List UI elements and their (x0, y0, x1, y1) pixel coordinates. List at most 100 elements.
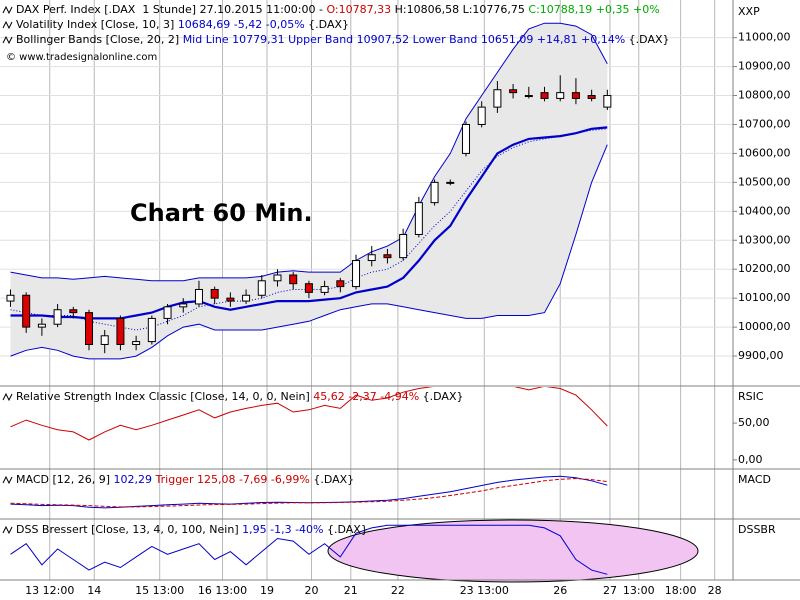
x-tick-label: 15 13:00 (135, 584, 184, 597)
x-tick-label: 26 (553, 584, 567, 597)
candle-body (320, 286, 329, 293)
candle-body (571, 92, 580, 99)
candle-body (100, 335, 109, 345)
x-tick-label: 13:00 (623, 584, 655, 597)
legend-line: Bollinger Bands [Close, 20, 2] Mid Line … (16, 33, 670, 46)
y-tick-label: 10500,00 (738, 175, 791, 188)
legend-text: {.DAX} (305, 18, 349, 31)
y-tick-label: 50,00 (738, 416, 770, 429)
candle-body (226, 297, 235, 302)
candle-body (587, 95, 596, 99)
legend-text: MACD [12, 26, 9] (16, 473, 114, 486)
x-tick-label: 18:00 (665, 584, 697, 597)
legend-text: Relative Strength Index Classic [Close, … (16, 390, 313, 403)
candle-body (132, 341, 141, 345)
y-tick-label: 10700,00 (738, 117, 791, 130)
candle-body (147, 317, 156, 343)
candle-body (69, 309, 78, 314)
y-tick-label: 9900,00 (738, 349, 784, 362)
axis-label: MACD (738, 473, 771, 486)
candle-body (556, 92, 565, 99)
legend-text: Mid Line 10779,31 Upper Band 10907,52 Lo… (183, 33, 626, 46)
legend-text: DSS Bressert [Close, 13, 4, 0, 100, Nein… (16, 523, 242, 536)
legend-line: MACD [12, 26, 9] 102,29 Trigger 125,08 -… (16, 473, 354, 486)
x-tick-label: 23 13:00 (460, 584, 509, 597)
candle-body (85, 312, 94, 345)
legend-text: {.DAX} (419, 390, 463, 403)
x-tick-label: 22 (391, 584, 405, 597)
y-tick-label: 10400,00 (738, 204, 791, 217)
candle-body (242, 294, 251, 302)
candle-body (304, 283, 313, 293)
y-tick-label: 10800,00 (738, 89, 791, 102)
axis-label: DSSBR (738, 523, 776, 536)
x-tick-label: 13 12:00 (25, 584, 74, 597)
legend-text: Trigger 125,08 -7,69 -6,99% (152, 473, 310, 486)
highlight-ellipse (327, 519, 699, 583)
legend-text: 1,95 -1,3 -40% (242, 523, 323, 536)
x-tick-label: 16 13:00 (198, 584, 247, 597)
copyright: © www.tradesignalonline.com (6, 52, 157, 63)
x-tick-label: 27 (603, 584, 617, 597)
candle-body (22, 294, 31, 328)
candle-body (414, 202, 423, 235)
frame (0, 0, 800, 581)
candle-body (446, 181, 455, 184)
legend-icon (2, 525, 13, 535)
x-tick-label: 14 (87, 584, 101, 597)
candle-body (430, 181, 439, 204)
candle-body (163, 306, 172, 319)
candle-body (461, 123, 470, 154)
y-tick-label: 11000,00 (738, 31, 791, 44)
candle-body (53, 309, 62, 325)
legend-icon (2, 392, 13, 402)
legend-text: {.DAX} (324, 523, 368, 536)
candle-body (383, 254, 392, 259)
candle-body (352, 260, 361, 288)
marks (6, 22, 612, 575)
y-tick-label: 0,00 (738, 453, 763, 466)
indicator-line (10, 387, 608, 441)
x-tick-label: 21 (344, 584, 358, 597)
candle-body (336, 280, 345, 288)
legend-icon (2, 20, 13, 30)
candle-body (524, 95, 533, 98)
y-tick-label: 10000,00 (738, 320, 791, 333)
candle-body (540, 92, 549, 99)
candle-body (399, 233, 408, 259)
legend-line: DAX Perf. Index [.DAX 1 Stunde] 27.10.20… (16, 3, 660, 16)
legend-line: Relative Strength Index Classic [Close, … (16, 390, 463, 403)
candle-body (257, 280, 266, 296)
indicator-line (10, 524, 608, 575)
candle-body (179, 303, 188, 308)
band-fill (10, 23, 608, 359)
legend-line: Volatility Index [Close, 10, 3] 10684,69… (16, 18, 349, 31)
indicator-line (10, 477, 608, 508)
candle-body (289, 274, 298, 285)
candle-body (367, 254, 376, 262)
x-tick-label: 20 (305, 584, 319, 597)
legend-text: 102,29 (114, 473, 153, 486)
y-tick-label: 10100,00 (738, 291, 791, 304)
annotation: Chart 60 Min. (130, 199, 313, 227)
candle-body (493, 89, 502, 108)
lower-band (10, 144, 608, 360)
candle-body (37, 323, 46, 328)
legend-text: H:10806,58 L:10776,75 (391, 3, 528, 16)
mid-line (10, 126, 608, 320)
legend-icon (2, 35, 13, 45)
labels: 13 12:00 14 15 13:00 16 13:00 19 20 21 22 23 13:… (2, 3, 791, 597)
axis-label: RSIC (738, 390, 764, 403)
indicator-line (10, 475, 608, 509)
candle-body (194, 288, 203, 305)
legend-line: DSS Bressert [Close, 13, 4, 0, 100, Nein… (16, 523, 368, 536)
candle-body (210, 288, 219, 299)
legend-icon (2, 5, 13, 15)
candle-body (116, 317, 125, 345)
legend-text: {.DAX} (625, 33, 669, 46)
x-tick-label: 28 (708, 584, 722, 597)
legend-text: DAX Perf. Index [.DAX 1 Stunde] 27.10.20… (16, 3, 326, 16)
y-tick-label: 10200,00 (738, 262, 791, 275)
legend-text: {.DAX} (310, 473, 354, 486)
candle-body (273, 274, 282, 282)
